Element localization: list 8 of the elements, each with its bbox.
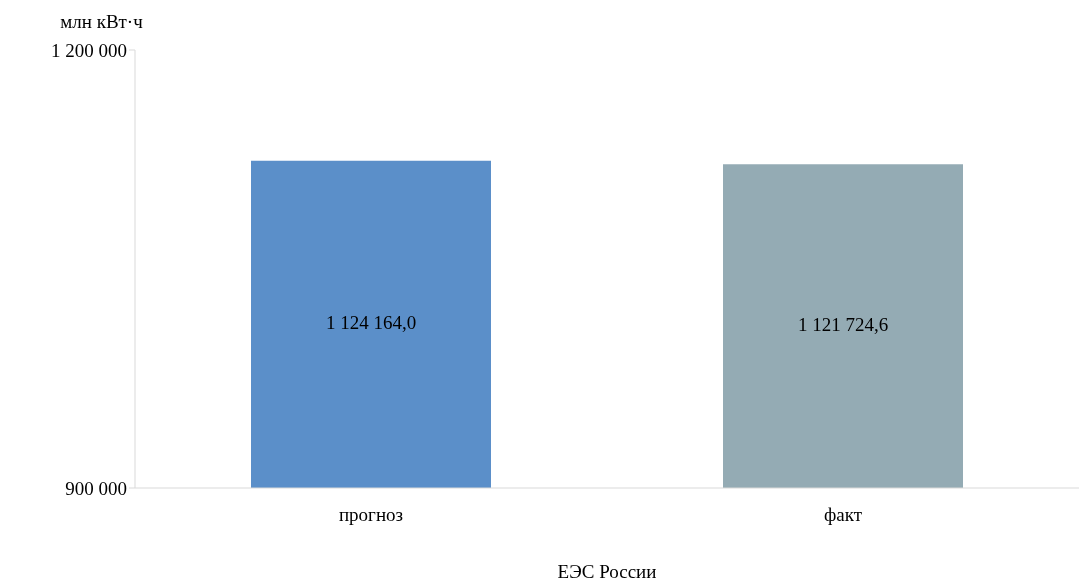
x-axis-title: ЕЭС России bbox=[557, 561, 657, 580]
y-tick-label: 900 000 bbox=[65, 477, 127, 499]
data-label: 1 121 724,6 bbox=[797, 313, 889, 335]
data-label: 1 124 164,0 bbox=[325, 311, 417, 333]
y-axis-title: млн кВт·ч bbox=[60, 11, 144, 32]
x-tick-label: факт bbox=[823, 504, 863, 526]
y-tick-label: 1 200 000 bbox=[51, 39, 127, 61]
x-tick-label: прогноз bbox=[338, 504, 404, 526]
